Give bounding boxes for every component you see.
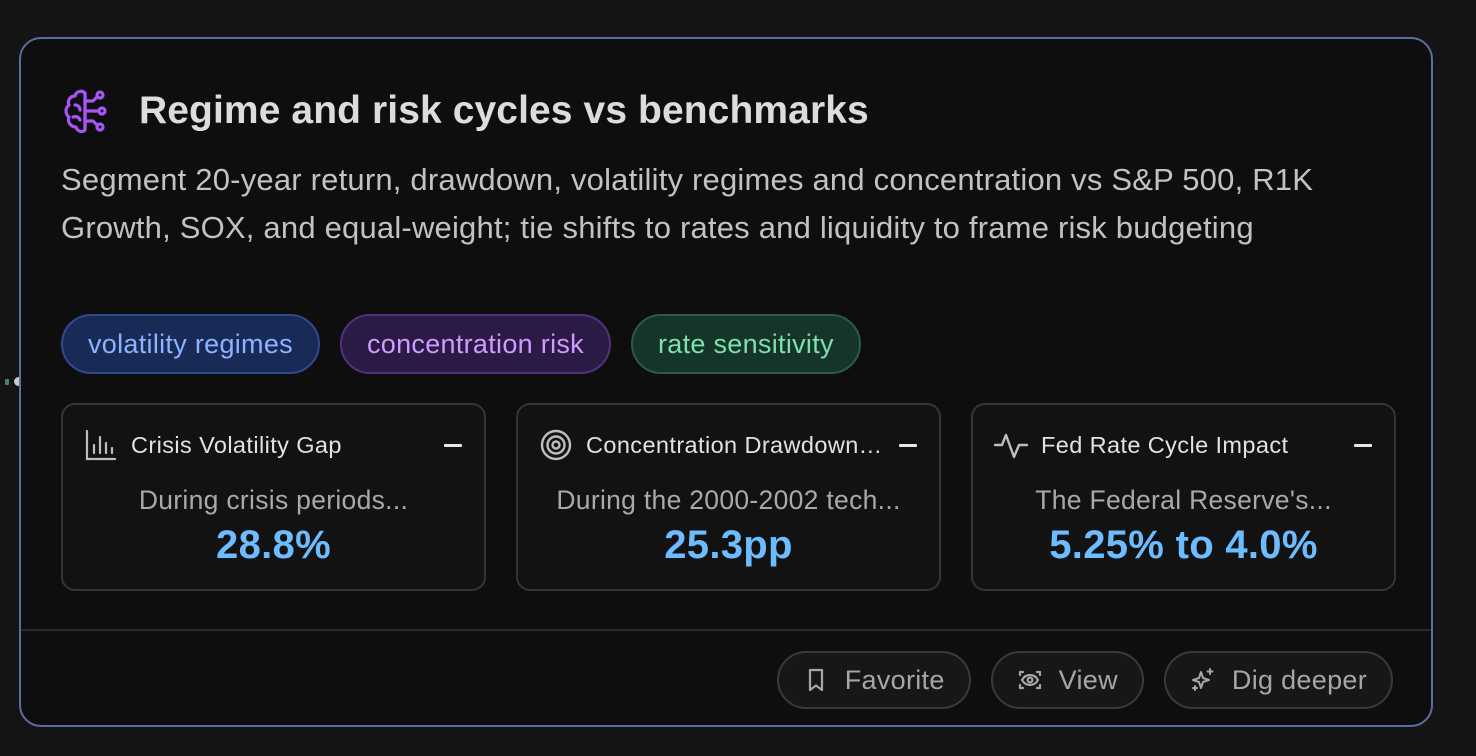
tag-concentration-risk[interactable]: concentration risk xyxy=(339,314,611,374)
card-header: Regime and risk cycles vs benchmarks xyxy=(61,85,869,137)
view-button[interactable]: View xyxy=(990,651,1144,709)
connector-handle xyxy=(5,379,9,385)
metric-value: 5.25% to 4.0% xyxy=(1049,523,1318,567)
favorite-button[interactable]: Favorite xyxy=(776,651,971,709)
metric-title: Concentration Drawdown Amplification xyxy=(586,431,883,458)
favorite-label: Favorite xyxy=(844,664,945,695)
metric-list: Crisis Volatility Gap During crisis peri… xyxy=(61,403,1396,591)
sparkles-icon xyxy=(1191,668,1214,691)
metric-card[interactable]: Fed Rate Cycle Impact The Federal Reserv… xyxy=(971,403,1396,591)
metric-value: 25.3pp xyxy=(664,523,793,567)
dig-deeper-button[interactable]: Dig deeper xyxy=(1163,651,1393,709)
metric-header: Concentration Drawdown Amplification xyxy=(538,427,919,463)
metric-snippet: The Federal Reserve's... xyxy=(1035,485,1332,515)
card-description: Segment 20-year return, drawdown, volati… xyxy=(61,162,1314,245)
activity-icon xyxy=(993,433,1029,459)
bar-chart-icon xyxy=(85,429,117,461)
collapse-icon[interactable] xyxy=(897,434,919,456)
card-title: Regime and risk cycles vs benchmarks xyxy=(139,89,869,132)
eye-icon xyxy=(1018,670,1041,690)
metric-card[interactable]: Concentration Drawdown Amplification Dur… xyxy=(516,403,941,591)
target-icon xyxy=(540,429,572,461)
action-bar: Favorite View Dig deeper xyxy=(776,651,1393,709)
metric-snippet: During crisis periods... xyxy=(138,485,409,515)
tag-volatility-regimes[interactable]: volatility regimes xyxy=(61,314,320,374)
collapse-icon[interactable] xyxy=(442,434,464,456)
tag-list: volatility regimes concentration risk ra… xyxy=(61,314,861,374)
footer-divider xyxy=(21,629,1431,631)
insight-card: Regime and risk cycles vs benchmarks Seg… xyxy=(19,37,1433,727)
metric-header: Crisis Volatility Gap xyxy=(83,427,464,463)
brain-circuit-icon xyxy=(64,89,107,134)
view-label: View xyxy=(1058,664,1118,695)
dig-deeper-label: Dig deeper xyxy=(1231,664,1367,695)
connector-dot[interactable] xyxy=(14,377,23,386)
metric-card[interactable]: Crisis Volatility Gap During crisis peri… xyxy=(61,403,486,591)
metric-value: 28.8% xyxy=(216,523,331,567)
metric-snippet: During the 2000-2002 tech... xyxy=(556,485,901,515)
metric-title: Crisis Volatility Gap xyxy=(131,431,342,458)
tag-rate-sensitivity[interactable]: rate sensitivity xyxy=(630,314,861,374)
metric-title: Fed Rate Cycle Impact xyxy=(1041,431,1289,458)
metric-header: Fed Rate Cycle Impact xyxy=(993,427,1374,463)
collapse-icon[interactable] xyxy=(1352,434,1374,456)
bookmark-icon xyxy=(808,668,823,692)
